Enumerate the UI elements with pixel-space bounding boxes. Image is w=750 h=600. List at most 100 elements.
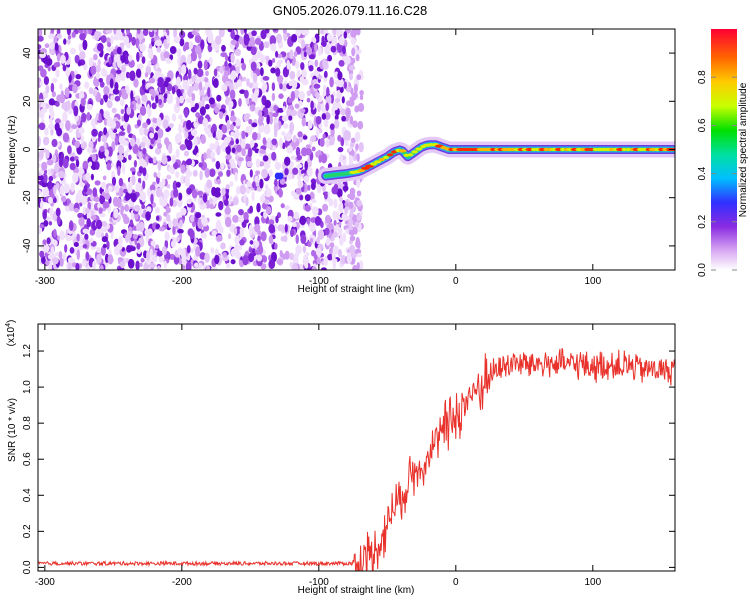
spectrogram-noise-cell: [178, 192, 183, 201]
spectrogram-noise-cell: [171, 86, 176, 95]
spectrogram-noise-cell: [300, 108, 306, 114]
spectrogram-noise-cell: [303, 51, 307, 58]
spectrogram-noise-cell: [279, 83, 283, 90]
spectrogram-noise-cell: [305, 148, 312, 156]
spectrogram-noise-cell: [344, 206, 348, 215]
spectrogram-noise-cell: [69, 47, 77, 55]
spectrogram-noise-cell: [112, 88, 120, 95]
spectrogram-noise-cell: [269, 35, 277, 46]
spectrogram-noise-cell: [260, 67, 264, 77]
spectrogram-noise-cell: [194, 35, 202, 44]
spectrogram-noise-cell: [318, 75, 323, 80]
spectrogram-noise-cell: [114, 184, 120, 193]
spectrogram-noise-cell: [145, 211, 152, 221]
spectrogram-noise-cell: [116, 243, 123, 251]
spectrogram-noise-cell: [355, 53, 360, 62]
spectrogram-noise-cell: [294, 103, 300, 109]
spectrogram-noise-cell: [116, 46, 122, 55]
spectrogram-noise-cell: [85, 172, 91, 182]
spectrogram-noise-cell: [117, 153, 124, 162]
spectrogram-noise-cell: [185, 176, 189, 184]
spectrogram-noise-cell: [248, 118, 253, 125]
spectrogram-noise-cell: [64, 87, 70, 98]
spectrogram-noise-cell: [121, 92, 129, 100]
spectrogram-noise-cell: [53, 184, 57, 195]
spectrogram-noise-cell: [135, 37, 139, 49]
spectrogram-noise-cell: [88, 238, 94, 243]
x-tick-label: -100: [309, 577, 329, 588]
spectrogram-noise-cell: [298, 100, 303, 107]
spectrogram-noise-cell: [141, 94, 148, 102]
spectrogram-noise-cell: [359, 94, 364, 101]
spectrogram-noise-cell: [289, 49, 294, 60]
spectrogram-noise-cell: [101, 69, 108, 78]
spectrogram-noise-cell: [295, 29, 302, 37]
spectrogram-noise-cell: [268, 235, 274, 244]
spectrogram-noise-cell: [337, 147, 344, 153]
spectrogram-noise-cell: [227, 29, 233, 33]
spectrogram-noise-cell: [119, 99, 125, 106]
spectrogram-noise-cell: [252, 181, 256, 189]
spectrogram-noise-cell: [100, 245, 106, 256]
spectrogram-noise-cell: [305, 144, 311, 150]
spectrogram-noise-cell: [298, 91, 306, 101]
spectrogram-noise-cell: [148, 51, 154, 59]
spectrogram-noise-cell: [92, 260, 97, 270]
spectrogram-noise-cell: [289, 70, 296, 80]
signal-core-cell: [277, 172, 284, 180]
spectrogram-noise-cell: [210, 151, 216, 159]
spectrogram-noise-cell: [82, 244, 88, 249]
spectrogram-noise-cell: [89, 228, 96, 236]
y-tick-label: -40: [22, 238, 33, 253]
spectrogram-noise-cell: [328, 198, 334, 207]
spectrogram-noise-cell: [77, 61, 82, 66]
spectrogram-noise-cell: [118, 134, 126, 145]
spectrogram-noise-cell: [163, 211, 168, 217]
spectrogram-noise-cell: [349, 244, 356, 255]
spectrogram-noise-cell: [336, 29, 341, 37]
spectrogram-noise-cell: [349, 96, 357, 101]
spectrogram-noise-cell: [301, 69, 308, 78]
spectrogram-noise-cell: [170, 240, 176, 248]
colorbar-tick-label: 0.0: [697, 263, 708, 277]
spectrogram-noise-cell: [193, 82, 200, 91]
spectrogram-noise-cell: [203, 126, 208, 132]
spectrogram-noise-cell: [101, 221, 108, 227]
spectrogram-noise-cell: [347, 252, 351, 257]
spectrogram-noise-cell: [95, 161, 100, 170]
spectrogram-noise-cell: [106, 100, 113, 109]
spectrogram-noise-cell: [120, 71, 126, 82]
spectrogram-noise-cell: [43, 76, 50, 86]
spectrogram-noise-cell: [100, 35, 107, 44]
spectrogram-noise-cell: [175, 76, 181, 86]
spectrogram-noise-cell: [317, 46, 322, 57]
spectrogram-noise-cell: [49, 50, 55, 55]
spectrogram-noise-cell: [342, 185, 349, 192]
spectrogram-noise-cell: [347, 193, 353, 199]
spectrogram-noise-cell: [146, 118, 151, 125]
spectrogram-noise-cell: [287, 215, 293, 222]
spectrogram-noise-cell: [163, 93, 168, 100]
spectrogram-noise-cell: [181, 64, 187, 75]
spectrogram-noise-cell: [235, 58, 241, 69]
spectrogram-noise-cell: [230, 39, 237, 46]
spectrogram-noise-cell: [131, 246, 136, 252]
spectrogram-noise-cell: [295, 146, 301, 157]
spectrogram-noise-cell: [293, 51, 298, 57]
spectrogram-noise-cell: [47, 180, 53, 190]
spectrogram-noise-cell: [149, 29, 153, 33]
spectrogram-noise-cell: [271, 138, 278, 146]
spectrogram-noise-cell: [326, 33, 333, 42]
spectrogram-noise-cell: [118, 187, 124, 198]
spectrogram-noise-cell: [148, 157, 154, 164]
spectrogram-noise-cell: [55, 182, 60, 190]
spectrogram-noise-cell: [242, 76, 247, 82]
spectrogram-noise-cell: [271, 151, 277, 161]
spectrogram-noise-cell: [55, 61, 61, 68]
spectrogram-noise-cell: [304, 204, 311, 212]
spectrogram-noise-cell: [184, 138, 189, 146]
spectrogram-noise-cell: [175, 133, 182, 144]
spectrogram-noise-cell: [141, 136, 148, 143]
spectrogram-noise-cell: [338, 37, 345, 46]
spectrogram-noise-cell: [244, 89, 249, 99]
